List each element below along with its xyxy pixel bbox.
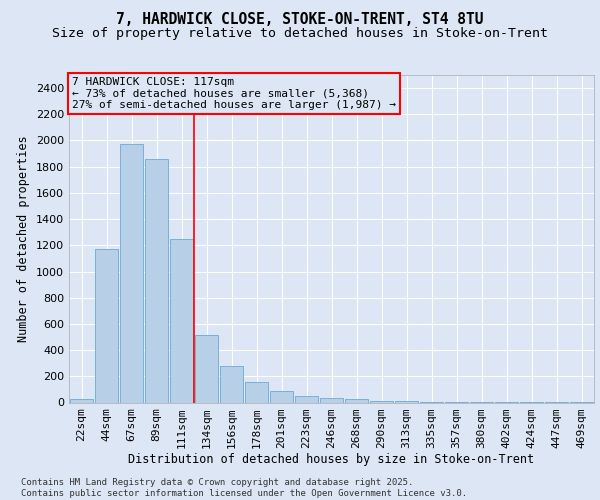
Bar xyxy=(70,399,93,402)
Bar xyxy=(170,240,193,402)
Text: 7 HARDWICK CLOSE: 117sqm
← 73% of detached houses are smaller (5,368)
27% of sem: 7 HARDWICK CLOSE: 117sqm ← 73% of detach… xyxy=(71,76,395,110)
Bar xyxy=(220,366,243,402)
Y-axis label: Number of detached properties: Number of detached properties xyxy=(17,136,31,342)
Bar xyxy=(120,144,143,402)
Bar xyxy=(145,160,168,402)
Bar xyxy=(295,396,318,402)
Text: Size of property relative to detached houses in Stoke-on-Trent: Size of property relative to detached ho… xyxy=(52,28,548,40)
Bar xyxy=(370,400,393,402)
Bar xyxy=(320,398,343,402)
Bar xyxy=(245,382,268,402)
Text: 7, HARDWICK CLOSE, STOKE-ON-TRENT, ST4 8TU: 7, HARDWICK CLOSE, STOKE-ON-TRENT, ST4 8… xyxy=(116,12,484,28)
Bar xyxy=(95,249,118,402)
Bar xyxy=(195,335,218,402)
X-axis label: Distribution of detached houses by size in Stoke-on-Trent: Distribution of detached houses by size … xyxy=(128,454,535,466)
Bar xyxy=(345,398,368,402)
Bar xyxy=(270,390,293,402)
Text: Contains HM Land Registry data © Crown copyright and database right 2025.
Contai: Contains HM Land Registry data © Crown c… xyxy=(21,478,467,498)
